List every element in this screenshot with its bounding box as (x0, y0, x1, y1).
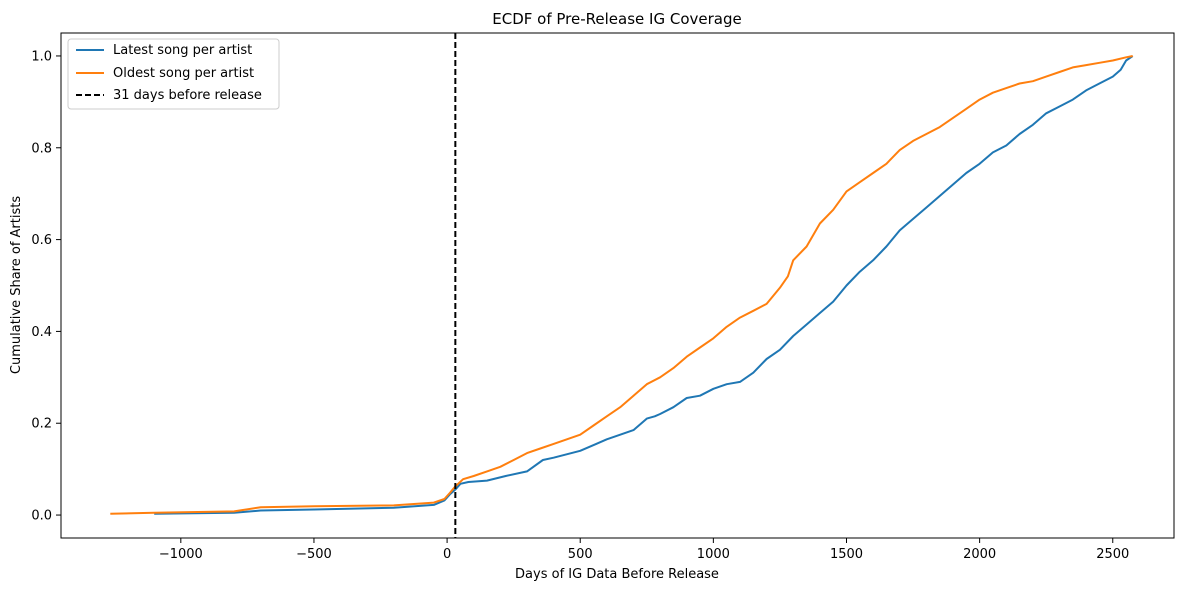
x-tick-label: 0 (443, 547, 451, 562)
legend: Latest song per artist Oldest song per a… (67, 38, 280, 110)
x-tick-label: 500 (568, 547, 593, 562)
x-tick-label: 2000 (963, 547, 996, 562)
series-line-1 (110, 55, 1133, 515)
y-tick-label: 0.4 (31, 325, 52, 340)
y-tick-label: 0.6 (31, 233, 52, 248)
plot-frame (60, 32, 1175, 539)
y-tick-label: 0.8 (31, 141, 52, 156)
chart-title: ECDF of Pre-Release IG Coverage (492, 10, 741, 28)
y-axis-label: Cumulative Share of Artists (9, 196, 24, 374)
x-tick-label: −1000 (159, 547, 203, 562)
x-tick-label: −500 (296, 547, 332, 562)
y-tick-label: 0.0 (31, 509, 52, 524)
legend-label-latest: Latest song per artist (113, 43, 252, 58)
x-tick-label: 1000 (697, 547, 730, 562)
y-tick-label: 1.0 (31, 49, 52, 64)
x-axis-label: Days of IG Data Before Release (515, 567, 719, 582)
x-tick-label: 2500 (1096, 547, 1129, 562)
y-tick-label: 0.2 (31, 417, 52, 432)
legend-box (67, 38, 280, 110)
plot-area (110, 33, 1134, 538)
axis-ticks: −1000 −500 0 500 1000 1500 2000 2500 0.0 0.2 0.4 0.… (31, 49, 1129, 562)
legend-label-oldest: Oldest song per artist (113, 66, 254, 81)
legend-label-vline: 31 days before release (113, 88, 262, 103)
x-tick-label: 1500 (830, 547, 863, 562)
series-line-0 (154, 55, 1134, 515)
